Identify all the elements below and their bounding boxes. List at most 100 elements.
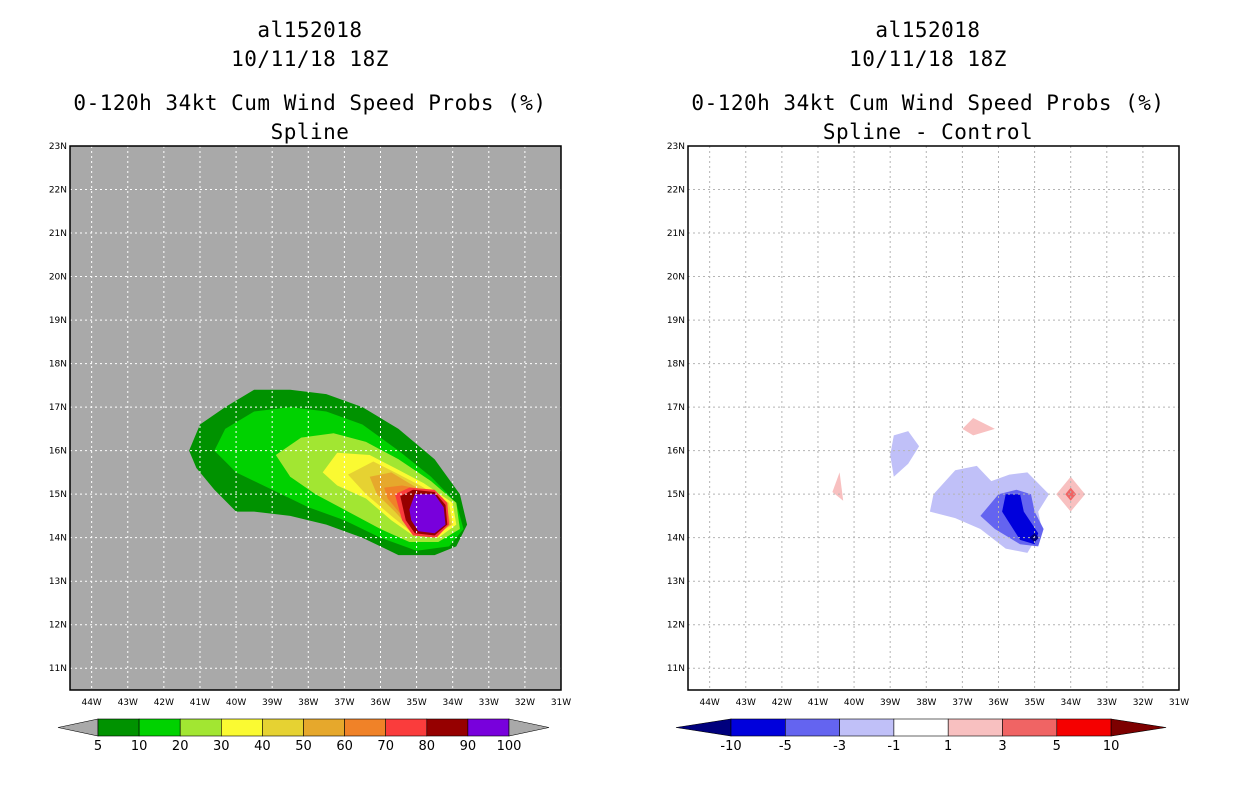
y-tick-label: 18N	[49, 360, 67, 370]
right-date: 10/11/18 18Z	[849, 47, 1007, 71]
x-tick-label: 40W	[226, 698, 246, 708]
right-title: 0-120h 34kt Cum Wind Speed Probs (%)	[691, 91, 1165, 115]
y-tick-label: 17N	[667, 403, 685, 413]
colorbar-label: 100	[497, 739, 522, 754]
colorbar-segment	[839, 718, 895, 737]
colorbar-label: -5	[779, 739, 792, 754]
colorbar-segment	[385, 718, 428, 737]
colorbar-label: 5	[1053, 739, 1061, 754]
colorbar-segment	[1002, 718, 1058, 737]
contour-level-3-8	[1065, 487, 1077, 501]
y-tick-label: 23N	[49, 142, 67, 152]
y-tick-label: 13N	[49, 577, 67, 587]
y-tick-label: 19N	[49, 316, 67, 326]
x-tick-label: 39W	[262, 698, 282, 708]
colorbar-label: -3	[833, 739, 846, 754]
x-tick-label: 43W	[736, 698, 756, 708]
colorbar-segment	[221, 718, 263, 737]
y-tick-label: 16N	[667, 447, 685, 457]
y-tick-label: 11N	[667, 664, 685, 674]
y-tick-label: 22N	[49, 186, 67, 196]
colorbar-label: -1	[887, 739, 900, 754]
colorbar-segment	[467, 718, 510, 737]
colorbar-high-arrow	[508, 718, 550, 737]
colorbar-label: 70	[377, 739, 394, 754]
colorbar-segment	[138, 718, 181, 737]
x-tick-label: 38W	[298, 698, 318, 708]
colorbar-segment	[97, 718, 140, 737]
y-tick-label: 19N	[667, 316, 685, 326]
x-tick-label: 35W	[406, 698, 426, 708]
y-tick-label: 20N	[49, 273, 67, 283]
x-tick-label: 33W	[1097, 698, 1117, 708]
y-tick-label: 22N	[667, 186, 685, 196]
contour-level-neg1-0	[890, 431, 920, 477]
contour-level-neg5-3	[1002, 494, 1039, 545]
x-tick-label: 34W	[443, 698, 463, 708]
plot-frame-0	[69, 145, 562, 691]
colorbar-label: 80	[419, 739, 436, 754]
left-date: 10/11/18 18Z	[231, 47, 389, 71]
colorbar-label: 1	[944, 739, 952, 754]
contour-level-1-6	[962, 418, 995, 436]
left-storm-id: al152018	[257, 18, 363, 42]
colorbar-segment	[426, 718, 469, 737]
right-storm-id: al152018	[875, 18, 981, 42]
y-tick-label: 21N	[49, 229, 67, 239]
plot-frame-1	[687, 145, 1180, 691]
y-tick-label: 13N	[667, 577, 685, 587]
plot-background-1	[688, 146, 1179, 690]
y-tick-label: 17N	[49, 403, 67, 413]
x-tick-label: 41W	[808, 698, 828, 708]
contour-level-1-5	[832, 472, 844, 501]
colorbar-label: 60	[336, 739, 353, 754]
colorbar-high-arrow	[1110, 718, 1167, 737]
colorbar-label: 10	[1103, 739, 1120, 754]
colorbar-segment	[893, 718, 949, 737]
y-tick-label: 18N	[667, 360, 685, 370]
y-tick-label: 23N	[667, 142, 685, 152]
y-tick-label: 20N	[667, 273, 685, 283]
colorbar-segment	[344, 718, 387, 737]
x-tick-label: 31W	[1169, 698, 1189, 708]
x-tick-label: 36W	[370, 698, 390, 708]
colorbar-label: 30	[213, 739, 230, 754]
y-tick-label: 12N	[49, 621, 67, 631]
left-subtitle: Spline	[270, 120, 350, 144]
contour-level-90-9	[409, 494, 446, 534]
y-tick-label: 15N	[667, 490, 685, 500]
colorbar-low-arrow	[675, 718, 732, 737]
x-tick-label: 37W	[952, 698, 972, 708]
colorbar-label: 3	[998, 739, 1006, 754]
x-tick-label: 42W	[154, 698, 174, 708]
y-tick-label: 12N	[667, 621, 685, 631]
x-tick-label: 35W	[1024, 698, 1044, 708]
colorbar-low-arrow	[57, 718, 99, 737]
colorbar-label: -10	[720, 739, 741, 754]
colorbar-label: 40	[254, 739, 271, 754]
colorbar-label: 5	[94, 739, 102, 754]
colorbar-label: 10	[131, 739, 148, 754]
colorbar-segment	[303, 718, 345, 737]
colorbar-label: 50	[295, 739, 312, 754]
colorbar-segment	[1056, 718, 1112, 737]
x-tick-label: 42W	[772, 698, 792, 708]
y-tick-label: 16N	[49, 447, 67, 457]
colorbar-segment	[179, 718, 222, 737]
x-tick-label: 43W	[118, 698, 138, 708]
x-tick-label: 40W	[844, 698, 864, 708]
left-title: 0-120h 34kt Cum Wind Speed Probs (%)	[73, 91, 547, 115]
colorbar-segment	[262, 718, 304, 737]
x-tick-label: 33W	[479, 698, 499, 708]
x-tick-label: 41W	[190, 698, 210, 708]
colorbar-label: 90	[460, 739, 477, 754]
colorbar-segment	[730, 718, 786, 737]
y-tick-label: 14N	[667, 534, 685, 544]
x-tick-label: 38W	[916, 698, 936, 708]
x-tick-label: 39W	[880, 698, 900, 708]
colorbar-label: 20	[172, 739, 189, 754]
x-tick-label: 44W	[699, 698, 719, 708]
x-tick-label: 32W	[1133, 698, 1153, 708]
y-tick-label: 15N	[49, 490, 67, 500]
